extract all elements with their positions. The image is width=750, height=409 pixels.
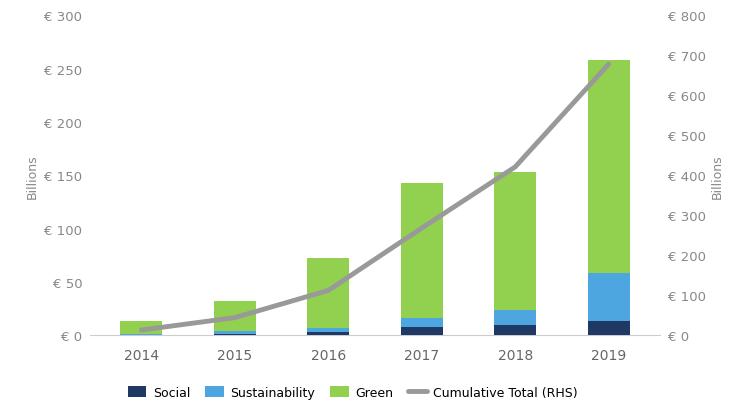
Line: Cumulative Total (RHS): Cumulative Total (RHS) (142, 65, 608, 330)
Bar (214, 334, 256, 335)
Bar (120, 321, 163, 334)
Cumulative Total (RHS) (604, 63, 613, 67)
Cumulative Total (RHS) (230, 315, 239, 320)
Bar (587, 61, 630, 274)
Bar (214, 332, 256, 334)
Cumulative Total (RHS) (511, 165, 520, 170)
Bar (120, 334, 163, 335)
Bar (587, 321, 630, 335)
Y-axis label: Billions: Billions (26, 154, 39, 198)
Bar (308, 259, 350, 328)
Bar (214, 301, 256, 332)
Bar (400, 183, 442, 318)
Bar (494, 173, 536, 310)
Bar (308, 332, 350, 335)
Bar (308, 328, 350, 332)
Y-axis label: Billions: Billions (711, 154, 724, 198)
Bar (400, 327, 442, 335)
Cumulative Total (RHS) (417, 226, 426, 231)
Cumulative Total (RHS) (324, 288, 333, 293)
Cumulative Total (RHS) (137, 328, 146, 333)
Bar (587, 274, 630, 321)
Legend: Social, Sustainability, Green, Cumulative Total (RHS): Social, Sustainability, Green, Cumulativ… (128, 386, 578, 399)
Bar (400, 318, 442, 327)
Bar (494, 325, 536, 335)
Bar (494, 310, 536, 325)
